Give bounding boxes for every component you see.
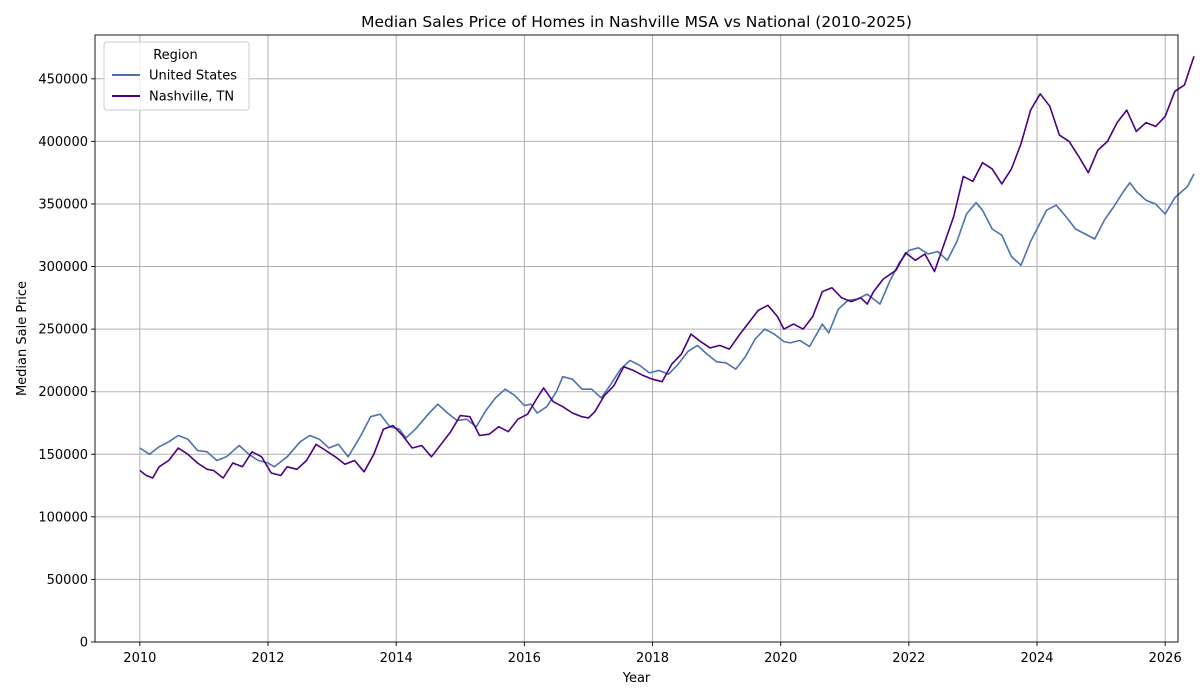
legend-label-1: Nashville, TN — [149, 90, 234, 105]
plot-frame — [94, 34, 1179, 643]
y-tick-label: 50000 — [47, 573, 88, 588]
x-axis-label: Year — [622, 671, 651, 686]
series-layer — [139, 56, 1195, 479]
x-tick-label: 2022 — [892, 651, 925, 666]
x-tick-label: 2024 — [1020, 651, 1053, 666]
y-axis-label: Median Sale Price — [15, 281, 30, 396]
x-tick-label: 2010 — [123, 651, 156, 666]
y-tick-label: 450000 — [38, 72, 88, 87]
series-line-1 — [139, 56, 1195, 479]
x-tick-label: 2016 — [508, 651, 541, 666]
chart-title: Median Sales Price of Homes in Nashville… — [361, 13, 912, 31]
y-tick-label: 300000 — [38, 260, 88, 275]
y-tick-label: 0 — [80, 636, 88, 651]
x-tick-label: 2014 — [380, 651, 413, 666]
y-tick-label: 200000 — [38, 385, 88, 400]
x-tick-label: 2026 — [1149, 651, 1182, 666]
legend-title: Region — [153, 48, 198, 63]
y-tick-label: 350000 — [38, 197, 88, 212]
legend: Region United States Nashville, TN — [103, 41, 250, 111]
legend-label-0: United States — [149, 69, 237, 84]
y-tick-label: 250000 — [38, 323, 88, 338]
x-tick-label: 2020 — [764, 651, 797, 666]
legend-box — [103, 41, 250, 111]
x-tick-label: 2018 — [636, 651, 669, 666]
x-tick-label: 2012 — [251, 651, 284, 666]
series-line-0 — [139, 173, 1195, 468]
y-tick-label: 150000 — [38, 448, 88, 463]
legend-items: United States Nashville, TN — [112, 69, 237, 105]
tick-layer: 2010 2012 2014 2016 2018 2020 2022 2024 2026 0 500… — [38, 72, 1181, 666]
y-tick-label: 100000 — [38, 510, 88, 525]
y-tick-label: 400000 — [38, 135, 88, 150]
